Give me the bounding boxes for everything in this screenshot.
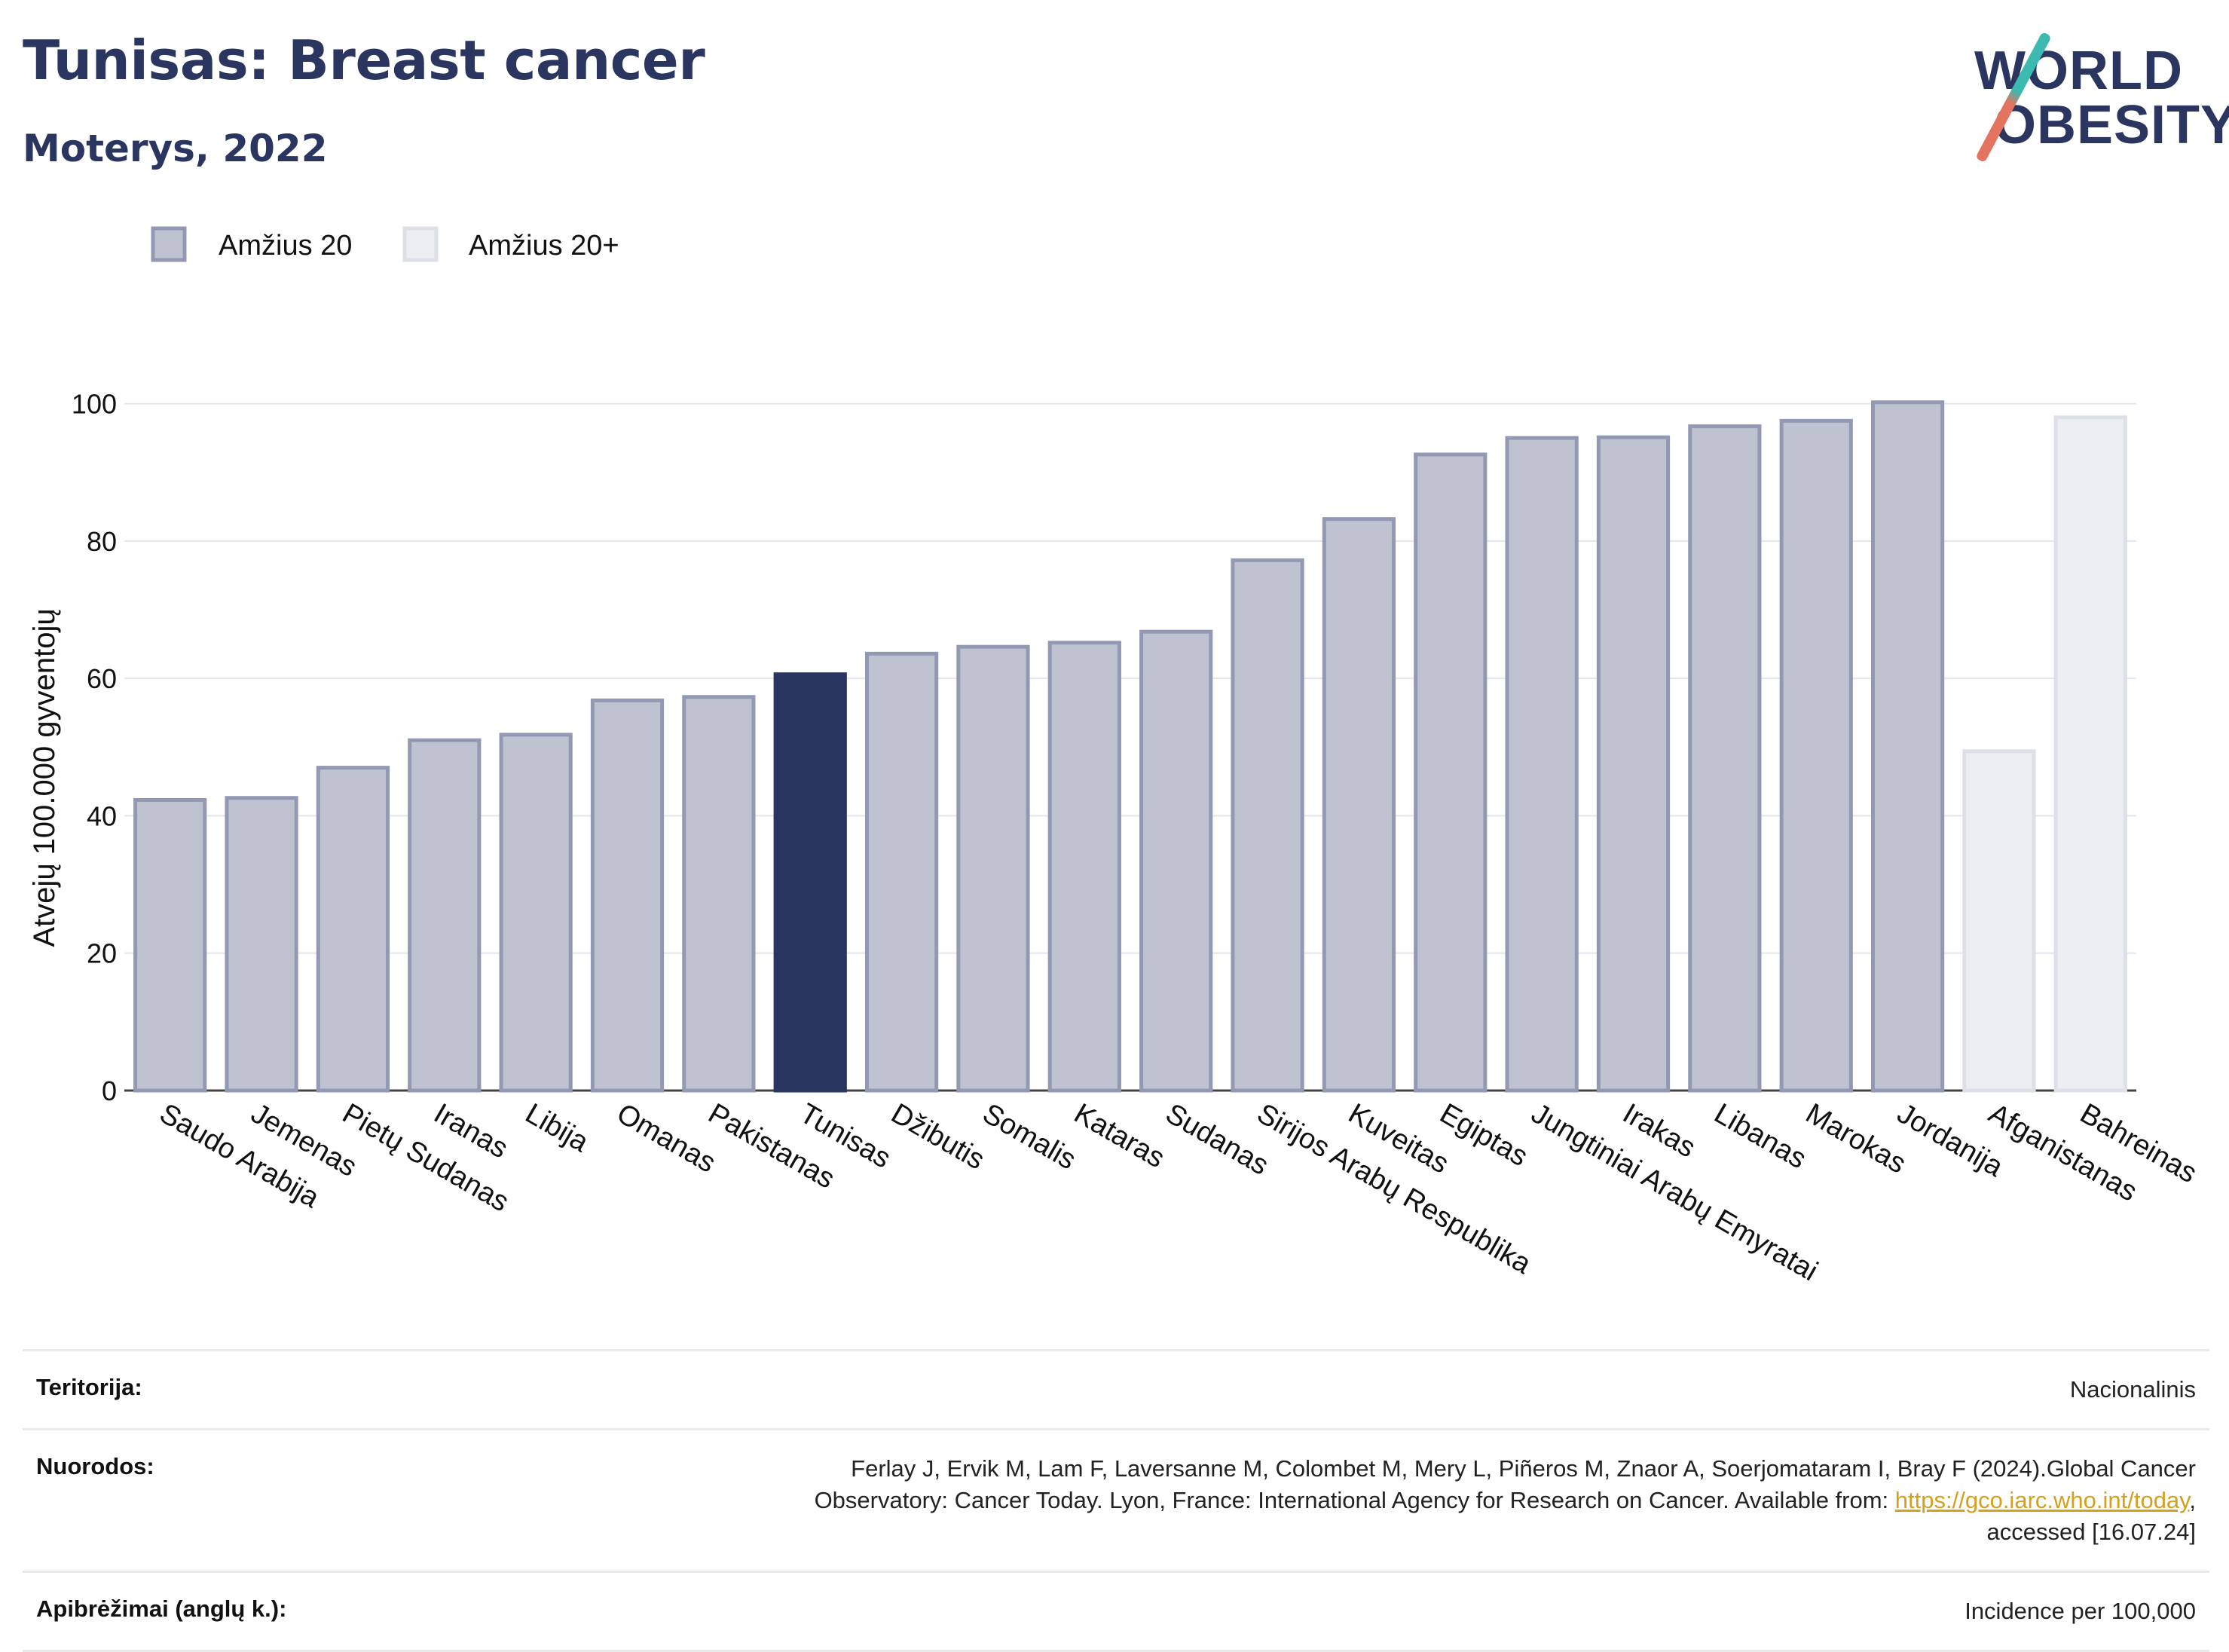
- x-tick-label: Omanas: [611, 1097, 720, 1179]
- bar-jungtiniai-arabų-emyratai: [1505, 436, 1579, 1093]
- bar-saudo-arabija: [133, 797, 207, 1093]
- logo-word-2: OBESITY: [1994, 95, 2229, 155]
- footer-row-territory: Teritorija: Nacionalinis: [23, 1349, 2209, 1428]
- y-axis-ticks: 0 20 40 60 80 100: [72, 389, 117, 1106]
- bar-pietų-sudanas: [316, 766, 390, 1093]
- references-value: Ferlay J, Ervik M, Lam F, Laversanne M, …: [23, 1430, 2209, 1571]
- bar-marokas: [1779, 418, 1853, 1093]
- references-text-line-2: Observatory: Cancer Today. Lyon, France:…: [814, 1487, 1895, 1513]
- references-text-line-3: accessed [16.07.24]: [1986, 1519, 2196, 1545]
- references-text-comma: ,: [2189, 1487, 2196, 1513]
- page-subtitle: Moterys, 2022: [23, 127, 328, 170]
- logo-word-1: WORLD: [1974, 41, 2183, 101]
- definitions-label: Apibrėžimai (anglų k.):: [36, 1595, 287, 1622]
- legend-label-age-20-plus: Amžius 20+: [469, 230, 619, 262]
- bar-kuveitas: [1322, 517, 1396, 1093]
- chart-legend: Amžius 20 Amžius 20+: [151, 226, 619, 262]
- y-tick-label: 20: [87, 938, 117, 969]
- legend-swatch-age-20-plus: [402, 226, 439, 262]
- page-title: Tunisas: Breast cancer: [23, 29, 705, 92]
- legend-swatch-age-20: [151, 226, 187, 262]
- bar-iranas: [408, 738, 482, 1093]
- territory-value: Nacionalinis: [2069, 1376, 2196, 1403]
- bar-chart: Amžius 20 Amžius 20+ 0 20 40 60 80 100 Saudo …: [28, 226, 2203, 1287]
- bar-irakas: [1596, 435, 1671, 1093]
- x-tick-label: Marokas: [1800, 1097, 1911, 1179]
- y-tick-label: 100: [72, 389, 117, 420]
- bar-somalis: [956, 644, 1030, 1093]
- x-tick-label: Egiptas: [1435, 1097, 1533, 1173]
- y-tick-label: 60: [87, 663, 117, 694]
- footer-row-definitions: Apibrėžimai (anglų k.): Incidence per 10…: [23, 1571, 2209, 1652]
- y-tick-label: 40: [87, 800, 117, 831]
- territory-label: Teritorija:: [36, 1374, 142, 1400]
- y-tick-label: 80: [87, 526, 117, 557]
- bar-tunisas: [773, 672, 847, 1093]
- chart-bars: [133, 400, 2127, 1093]
- references-text-line-1: Ferlay J, Ervik M, Lam F, Laversanne M, …: [851, 1455, 2196, 1482]
- y-axis-label: Atvejų 100.000 gyventojų: [28, 608, 61, 947]
- footer-info-table: Teritorija: Nacionalinis Nuorodos: Ferla…: [23, 1349, 2209, 1652]
- bar-pakistanas: [682, 695, 756, 1093]
- legend-label-age-20: Amžius 20: [219, 230, 352, 262]
- x-tick-label: Somalis: [977, 1097, 1081, 1176]
- bar-džibutis: [864, 651, 939, 1093]
- x-tick-label: Kataras: [1069, 1097, 1170, 1174]
- y-tick-label: 0: [102, 1075, 117, 1106]
- bar-jemenas: [225, 796, 298, 1093]
- x-tick-label: Džibutis: [885, 1097, 989, 1176]
- bar-kataras: [1047, 641, 1121, 1093]
- definitions-value: Incidence per 100,000: [1965, 1598, 2196, 1624]
- bar-libija: [499, 733, 573, 1093]
- footer-row-references: Nuorodos: Ferlay J, Ervik M, Lam F, Lave…: [23, 1428, 2209, 1571]
- references-label: Nuorodos:: [36, 1453, 154, 1479]
- x-tick-label: Saudo Arabija: [154, 1097, 326, 1214]
- world-obesity-logo: WORLD OBESITY: [1974, 23, 2229, 164]
- bar-sirijos-arabų-respublika: [1231, 558, 1304, 1093]
- x-tick-label: Libija: [520, 1097, 595, 1158]
- bar-egiptas: [1414, 452, 1488, 1093]
- references-link[interactable]: https://gco.iarc.who.int/today: [1894, 1487, 2190, 1513]
- x-tick-label: Sudanas: [1160, 1097, 1274, 1181]
- x-tick-label: Libanas: [1709, 1097, 1812, 1175]
- bar-sudanas: [1139, 629, 1213, 1093]
- bar-jordanija: [1870, 400, 1945, 1093]
- bar-bahreinas: [2053, 415, 2127, 1093]
- bar-libanas: [1688, 424, 1762, 1093]
- bar-omanas: [590, 698, 665, 1093]
- bar-afganistanas: [1962, 749, 2036, 1093]
